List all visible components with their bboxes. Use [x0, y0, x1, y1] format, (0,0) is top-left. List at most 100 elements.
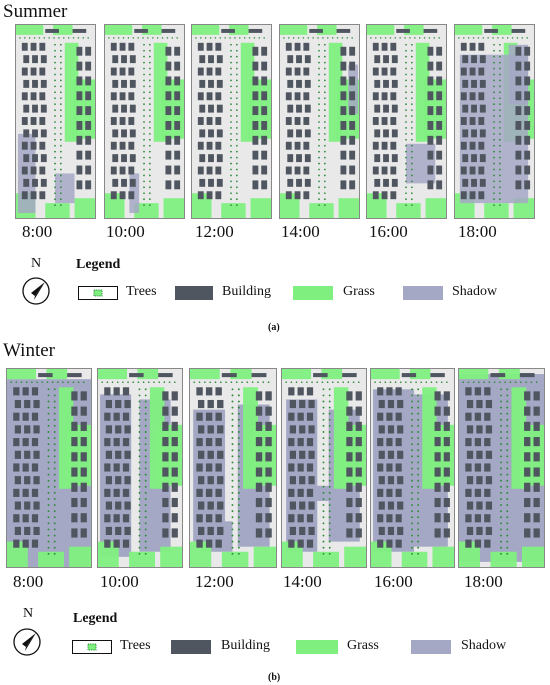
tree — [231, 412, 234, 415]
tree — [493, 180, 495, 183]
tree — [328, 443, 331, 446]
tree — [493, 138, 495, 141]
building — [346, 528, 353, 538]
building — [346, 452, 353, 462]
building — [208, 104, 214, 113]
tree — [328, 491, 331, 494]
tree — [108, 37, 110, 39]
shadow-area — [129, 173, 140, 214]
building — [524, 391, 531, 401]
tree — [404, 37, 406, 39]
tree — [318, 156, 320, 159]
building — [381, 42, 388, 51]
building — [205, 463, 213, 472]
building — [434, 421, 441, 431]
building — [474, 463, 482, 472]
tree — [318, 73, 320, 76]
tree — [410, 127, 413, 129]
building — [85, 46, 92, 56]
building — [387, 425, 395, 434]
tree — [500, 394, 502, 397]
tree — [323, 192, 326, 195]
building — [443, 497, 450, 508]
tree — [411, 443, 413, 446]
tree — [127, 37, 130, 39]
tree — [410, 91, 413, 94]
building — [346, 391, 353, 401]
tree — [47, 431, 50, 433]
tree — [59, 97, 62, 100]
building — [515, 150, 522, 160]
building — [255, 421, 263, 431]
tree — [230, 381, 233, 384]
tree — [493, 168, 495, 171]
grass-area — [46, 369, 68, 380]
tree — [438, 37, 440, 39]
tree — [127, 381, 129, 384]
tree — [47, 498, 50, 500]
tree — [500, 461, 502, 464]
building — [265, 391, 272, 401]
building — [443, 452, 450, 462]
tree — [230, 97, 232, 100]
tree — [433, 37, 436, 39]
tree — [493, 198, 495, 201]
building — [23, 129, 30, 138]
tree — [47, 528, 50, 531]
tree — [317, 37, 319, 39]
building — [110, 42, 117, 51]
building — [304, 178, 311, 187]
building — [443, 421, 450, 431]
tree — [230, 156, 232, 159]
building — [80, 497, 87, 508]
tree — [467, 381, 470, 384]
tree — [498, 144, 501, 147]
building — [466, 501, 474, 510]
caption-a: (a) — [268, 322, 280, 333]
tree — [323, 204, 326, 207]
building — [299, 450, 306, 459]
tree — [322, 522, 325, 525]
tree — [235, 121, 238, 123]
tree — [48, 37, 50, 39]
building — [297, 539, 304, 548]
tree — [219, 37, 222, 39]
building — [533, 497, 540, 508]
building — [285, 117, 292, 125]
tree — [59, 103, 62, 106]
building — [460, 117, 467, 125]
tree — [47, 473, 50, 476]
tree — [59, 115, 62, 117]
tree — [237, 498, 240, 500]
tree — [54, 73, 56, 76]
tree — [144, 394, 147, 397]
tree — [425, 381, 428, 384]
tree — [235, 150, 238, 153]
tree — [235, 381, 238, 384]
tree — [487, 37, 489, 39]
building — [165, 165, 172, 175]
building — [205, 488, 213, 497]
tree — [411, 394, 413, 397]
tree — [410, 156, 413, 159]
tree — [231, 528, 234, 531]
tree — [328, 455, 331, 458]
building — [252, 46, 259, 56]
tree — [54, 132, 56, 135]
tree — [235, 43, 238, 46]
tree — [323, 121, 326, 123]
tree — [506, 510, 509, 513]
building — [478, 42, 485, 51]
tree — [504, 381, 507, 384]
building — [112, 104, 119, 113]
tree — [148, 192, 151, 195]
tree — [506, 455, 509, 458]
building — [255, 482, 263, 492]
building — [112, 178, 119, 187]
building — [515, 180, 522, 190]
tree — [67, 37, 70, 39]
grass-label: Grass — [343, 284, 375, 299]
tree — [235, 49, 238, 52]
tree — [235, 180, 238, 183]
compass-icon — [22, 277, 50, 305]
